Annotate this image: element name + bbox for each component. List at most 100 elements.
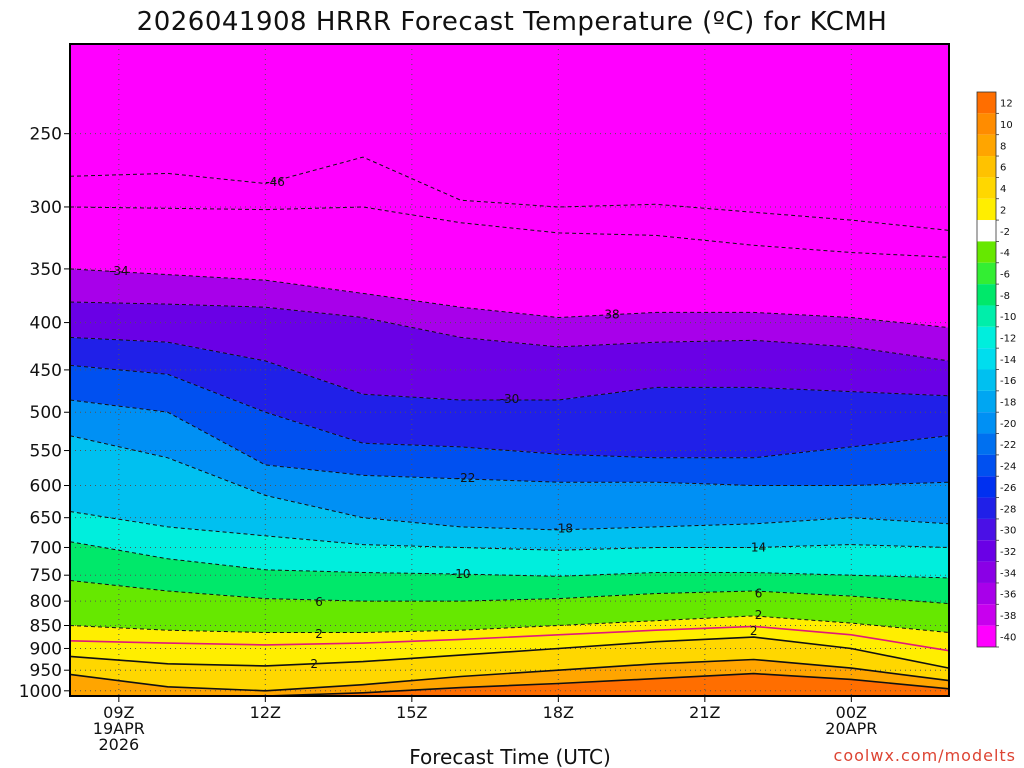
pressure-axis: 250 300 350 400 450 500 550 600 650 700 750 800 850 9… — [19, 125, 70, 702]
colorbar-swatch — [977, 454, 996, 477]
isotherm-lines — [69, 156, 950, 697]
temp-band — [70, 337, 949, 458]
isotherm-line — [69, 268, 950, 329]
colorbar-label: 6 — [1000, 163, 1006, 174]
temp-band — [70, 268, 949, 361]
contour-label: -34 — [109, 264, 129, 278]
colorbar-swatch — [977, 412, 996, 434]
contour-label: 38 — [604, 307, 619, 321]
colorbar-label: 4 — [1000, 184, 1006, 195]
x-axis-label: Forecast Time (UTC) — [409, 745, 611, 768]
isotherm-line — [69, 364, 950, 459]
temp-band — [70, 44, 949, 231]
contour-label: 14 — [751, 540, 766, 554]
contour-label: 2 — [750, 624, 758, 638]
colorbar-swatch — [977, 390, 996, 413]
y-tick-label: 900 — [30, 639, 62, 659]
contour-label: -10 — [451, 567, 471, 581]
y-tick-label: 550 — [30, 442, 62, 462]
freezing-level-line — [69, 625, 950, 652]
colorbar-swatch — [977, 305, 996, 327]
colorbar-swatch — [977, 625, 996, 647]
contour-label: -30 — [500, 392, 520, 406]
colorbar-swatch — [977, 113, 996, 135]
y-tick-label: 300 — [30, 198, 62, 218]
x-tick-label: 18Z — [543, 703, 574, 722]
y-tick-label: 350 — [30, 260, 62, 280]
chart-title: 2026041908 HRRR Forecast Temperature (ºC… — [137, 7, 888, 37]
colorbar-swatch — [977, 540, 996, 562]
colorbar-swatch — [977, 497, 996, 519]
y-tick-label: 850 — [30, 616, 62, 636]
contour-label: -22 — [456, 471, 476, 485]
colorbar-swatch — [977, 284, 996, 306]
credit-text: coolwx.com/modelts — [834, 746, 1016, 765]
colorbar-label: 8 — [1000, 141, 1006, 152]
isotherm-line — [69, 636, 950, 669]
colorbar-swatch — [977, 433, 996, 455]
temp-band — [70, 673, 949, 696]
colorbar-label: 12 — [1000, 99, 1013, 110]
temp-band — [70, 400, 949, 530]
contour-label: 6 — [755, 587, 763, 601]
contour-labels: -46 -34 38 -30 -22 -18 14 -10 6 6 2 2 2 2 — [109, 175, 766, 671]
colorbar-label: -8 — [1000, 291, 1010, 302]
x-tick-label: 21Z — [689, 703, 720, 722]
y-tick-label: 600 — [30, 477, 62, 497]
isotherm-line — [69, 206, 950, 258]
colorbar-label: -20 — [1000, 419, 1016, 430]
colorbar-label: -10 — [1000, 312, 1016, 323]
colorbar-swatch — [977, 518, 996, 541]
colorbar-label: -16 — [1000, 376, 1016, 387]
colorbar-swatch — [977, 241, 996, 263]
colorbar-swatch — [977, 326, 996, 349]
x-tick-label: 00Z — [836, 703, 867, 722]
colorbar-label: -38 — [1000, 611, 1016, 622]
isotherm-line — [69, 658, 950, 692]
y-tick-label: 450 — [30, 361, 62, 381]
colorbar-swatch — [977, 561, 996, 583]
colorbar-label: -26 — [1000, 483, 1016, 494]
contour-label: -46 — [265, 175, 285, 189]
colorbar-label: -36 — [1000, 590, 1016, 601]
x-tick-label: 12Z — [250, 703, 281, 722]
x-tick-label: 20APR — [825, 719, 877, 738]
temp-band — [70, 157, 949, 258]
temperature-fill-bands — [70, 44, 949, 696]
isotherm-line — [69, 435, 950, 531]
contour-label: 2 — [315, 627, 323, 641]
colorbar-label: -22 — [1000, 440, 1016, 451]
colorbar-label: -30 — [1000, 526, 1016, 537]
x-tick-label: 09Z — [103, 703, 134, 722]
temp-band — [70, 302, 949, 400]
colorbar-label: -6 — [1000, 269, 1010, 280]
colorbar-label: -18 — [1000, 398, 1016, 409]
isotherm-line — [69, 336, 950, 401]
isotherm-line — [69, 301, 950, 362]
colorbar-label: -14 — [1000, 355, 1016, 366]
temp-band — [70, 541, 949, 604]
y-tick-label: 700 — [30, 538, 62, 558]
x-tick-label: 15Z — [396, 703, 427, 722]
y-tick-label: 400 — [30, 314, 62, 334]
colorbar-swatch — [977, 156, 996, 178]
temp-band — [70, 615, 949, 669]
y-tick-label: 800 — [30, 592, 62, 612]
colorbar-label: -4 — [1000, 248, 1010, 259]
colorbar-swatch — [977, 134, 996, 157]
colorbar-swatch — [977, 604, 996, 626]
colorbar-swatch — [977, 262, 996, 285]
y-tick-label: 250 — [30, 125, 62, 145]
colorbar-label: -40 — [1000, 632, 1016, 643]
temp-band — [70, 207, 949, 328]
contour-label: -18 — [553, 522, 573, 536]
contour-label: 2 — [755, 608, 763, 622]
colorbar-label: -2 — [1000, 227, 1010, 238]
y-tick-label: 650 — [30, 509, 62, 529]
temp-band — [70, 435, 949, 551]
temp-band — [70, 580, 949, 633]
y-tick-label: 950 — [30, 661, 62, 681]
temp-band — [70, 659, 949, 696]
